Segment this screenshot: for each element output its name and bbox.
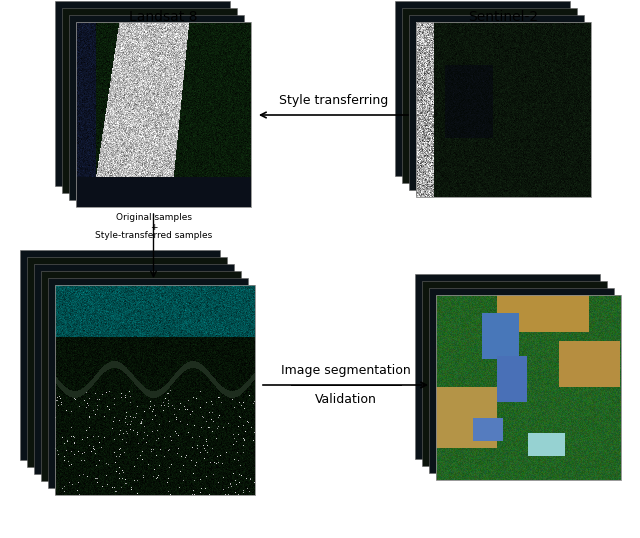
Bar xyxy=(416,22,591,197)
Text: +: + xyxy=(150,223,157,232)
Bar xyxy=(429,288,614,473)
Bar xyxy=(41,271,241,481)
Bar xyxy=(55,285,255,495)
Bar xyxy=(76,22,251,207)
Text: Validation: Validation xyxy=(315,393,376,406)
Text: Image segmentation: Image segmentation xyxy=(280,364,410,377)
Text: Landsat 8: Landsat 8 xyxy=(129,10,198,24)
Bar xyxy=(69,15,244,200)
Bar xyxy=(436,295,621,480)
Bar xyxy=(27,257,227,467)
Text: Original samples: Original samples xyxy=(115,213,191,222)
Text: Style transferring: Style transferring xyxy=(279,94,388,107)
Bar xyxy=(55,1,230,186)
Text: Style-transferred samples: Style-transferred samples xyxy=(95,231,212,240)
Bar xyxy=(62,8,237,193)
Bar xyxy=(402,8,577,183)
Bar xyxy=(34,264,234,474)
Bar xyxy=(415,274,600,459)
Bar xyxy=(409,15,584,190)
Text: Sentinel-2: Sentinel-2 xyxy=(468,10,539,24)
Bar xyxy=(422,281,607,466)
Bar xyxy=(395,1,570,176)
Bar xyxy=(48,278,248,488)
Bar xyxy=(20,250,220,460)
